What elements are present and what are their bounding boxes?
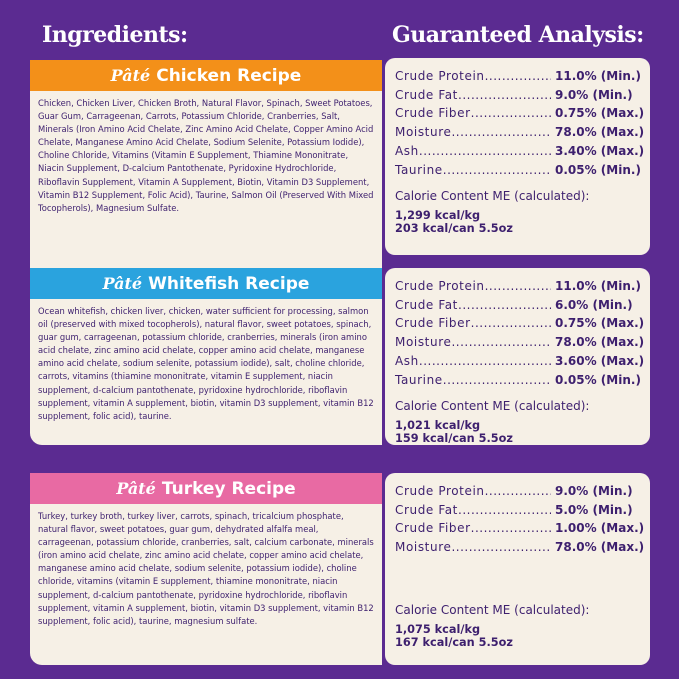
kcal-per-kg: 1,299 kcal/kg [395,209,481,223]
calorie-label: Calorie Content ME (calculated): [395,602,590,617]
recipe-header: Pâté Turkey Recipe [30,473,382,504]
analysis-row: Crude Protein 11.0% (Min.) [395,277,641,296]
nutrient-label: Crude Fiber [395,316,471,331]
nutrient-label: Crude Fiber [395,106,471,121]
nutrient-value: 11.0% (Min.) [555,69,641,83]
nutrient-value: 78.0% (Max.) [555,125,645,140]
nutrient-label: Moisture [395,335,452,350]
dot-leader [485,67,551,86]
nutrient-label: Crude Protein [395,279,485,293]
dot-leader [419,142,551,161]
dot-leader [458,296,551,315]
recipe-prefix: Pâté [110,66,151,85]
nutrient-value: 9.0% (Min.) [555,87,633,102]
dot-leader [458,501,551,520]
ingredients-text: Ocean whitefish, chicken liver, chicken,… [38,306,374,421]
analysis-row: Crude Fiber 0.75% (Max.) [395,104,645,123]
dot-leader [451,538,551,557]
analysis-row: Moisture 78.0% (Max.) [395,538,645,557]
analysis-row: Ash 3.60% (Max.) [395,352,645,371]
dot-leader [471,519,551,538]
kcal-per-can: 159 kcal/can 5.5oz [395,432,513,446]
nutrient-value: 9.0% (Min.) [555,484,633,498]
nutrient-value: 1.00% (Max.) [555,521,645,536]
nutrient-value: 0.05% (Min.) [555,372,641,387]
analysis-row: Crude Fiber 0.75% (Max.) [395,314,645,333]
analysis-heading: Guaranteed Analysis: [392,22,644,48]
chicken-ingredients-card: Pâté Chicken Recipe Chicken, Chicken Live… [30,60,382,285]
nutrient-label: Crude Fat [395,502,458,517]
nutrient-value: 3.40% (Max.) [555,143,645,158]
ingredients-text: Chicken, Chicken Liver, Chicken Broth, N… [38,98,374,213]
analysis-row: Crude Fat 9.0% (Min.) [395,86,641,105]
kcal-per-can: 203 kcal/can 5.5oz [395,222,513,236]
nutrient-value: 78.0% (Max.) [555,540,645,555]
nutrient-value: 11.0% (Min.) [555,279,641,293]
kcal-per-can: 167 kcal/can 5.5oz [395,635,513,649]
nutrient-label: Crude Protein [395,484,485,498]
dot-leader [458,86,551,105]
analysis-row: Moisture 78.0% (Max.) [395,123,645,142]
dot-leader [471,314,551,333]
turkey-ingredients-card: Pâté Turkey Recipe Turkey, turkey broth, … [30,473,382,665]
nutrient-label: Taurine [395,372,443,387]
analysis-row: Crude Protein 9.0% (Min.) [395,482,641,501]
dot-leader [443,371,551,390]
nutrient-value: 0.05% (Min.) [555,162,641,177]
dot-leader [451,333,551,352]
nutrient-label: Crude Fat [395,297,458,312]
nutrient-label: Moisture [395,540,452,555]
nutrient-label: Ash [395,143,419,158]
analysis-row: Ash 3.40% (Max.) [395,142,645,161]
recipe-header: Pâté Chicken Recipe [30,60,382,91]
analysis-row: Taurine 0.05% (Min.) [395,161,641,180]
chicken-analysis-panel: Crude Protein 11.0% (Min.) Crude Fat 9.0% (… [385,58,650,255]
nutrient-label: Crude Fiber [395,521,471,536]
kcal-per-kg: 1,075 kcal/kg [395,622,481,636]
nutrient-label: Crude Fat [395,87,458,102]
calorie-label: Calorie Content ME (calculated): [395,399,590,414]
nutrient-label: Ash [395,353,419,368]
recipe-prefix: Pâté [102,274,143,293]
ingredients-text: Turkey, turkey broth, turkey liver, carr… [38,511,374,626]
nutrient-value: 6.0% (Min.) [555,297,633,312]
analysis-row: Moisture 78.0% (Max.) [395,333,645,352]
turkey-analysis-panel: Crude Protein 9.0% (Min.) Crude Fat 5.0% (M… [385,473,650,665]
analysis-row: Crude Fat 5.0% (Min.) [395,501,641,520]
nutrient-value: 78.0% (Max.) [555,335,645,350]
nutrient-value: 0.75% (Max.) [555,106,645,121]
recipe-name: Turkey Recipe [161,478,296,499]
recipe-name: Whitefish Recipe [148,273,310,294]
nutrient-value: 0.75% (Max.) [555,316,645,331]
dot-leader [485,277,551,296]
calorie-label: Calorie Content ME (calculated): [395,189,590,204]
nutrient-value: 5.0% (Min.) [555,502,633,517]
recipe-header: Pâté Whitefish Recipe [30,268,382,299]
whitefish-ingredients-card: Pâté Whitefish Recipe Ocean whitefish, ch… [30,268,382,445]
analysis-row: Crude Fat 6.0% (Min.) [395,296,641,315]
dot-leader [451,123,551,142]
dot-leader [419,352,551,371]
kcal-per-kg: 1,021 kcal/kg [395,419,481,433]
ingredients-heading: Ingredients: [42,22,188,48]
dot-leader [485,482,551,501]
dot-leader [471,104,551,123]
analysis-row: Taurine 0.05% (Min.) [395,371,641,390]
nutrient-label: Moisture [395,125,452,140]
nutrient-label: Taurine [395,162,443,177]
whitefish-analysis-panel: Crude Protein 11.0% (Min.) Crude Fat 6.0% (… [385,268,650,445]
analysis-row: Crude Protein 11.0% (Min.) [395,67,641,86]
analysis-row: Crude Fiber 1.00% (Max.) [395,519,645,538]
recipe-prefix: Pâté [116,479,156,498]
nutrient-value: 3.60% (Max.) [555,353,645,368]
nutrient-label: Crude Protein [395,69,485,83]
dot-leader [443,161,551,180]
recipe-name: Chicken Recipe [156,65,302,86]
